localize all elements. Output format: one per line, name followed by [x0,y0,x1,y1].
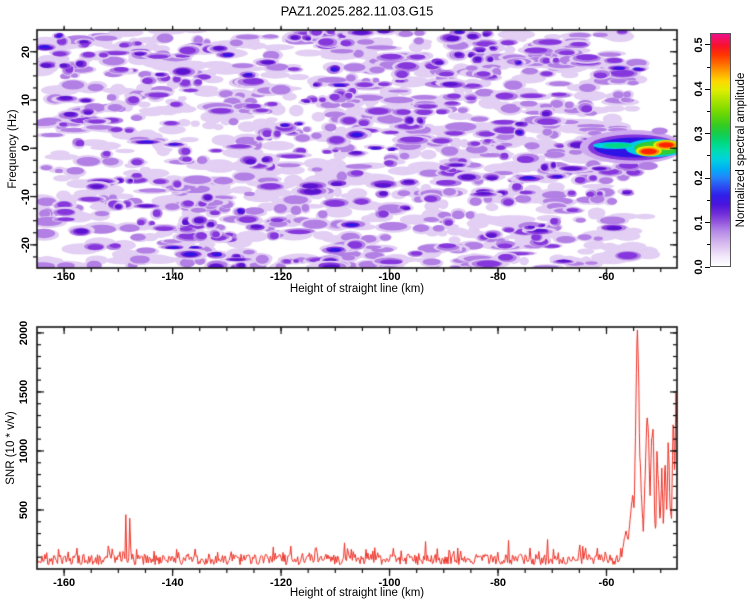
colorbar [710,33,731,267]
top-xaxis-title: Height of straight line (km) [289,283,425,295]
figure-title: PAZ1.2025.282.11.03.G15 [280,3,434,19]
tick-label: 0.5 [693,37,705,53]
snr-axis-title: SNR (10 * v/v) [5,411,17,485]
tick-label: 0.1 [693,214,705,231]
snr-plot-canvas [27,317,687,579]
tick-label: 0.2 [693,170,705,186]
frequency-axis-title: Frequency (Hz) [7,109,19,189]
spectrogram-canvas [27,20,687,278]
tick-label: 0.4 [693,81,705,98]
bottom-xaxis-title: Height of straight line (km) [289,587,425,599]
tick-label: 0.3 [693,126,705,142]
tick-label: 0.0 [693,259,705,275]
colorbar-title: Normalized spectral amplitude [735,72,747,228]
